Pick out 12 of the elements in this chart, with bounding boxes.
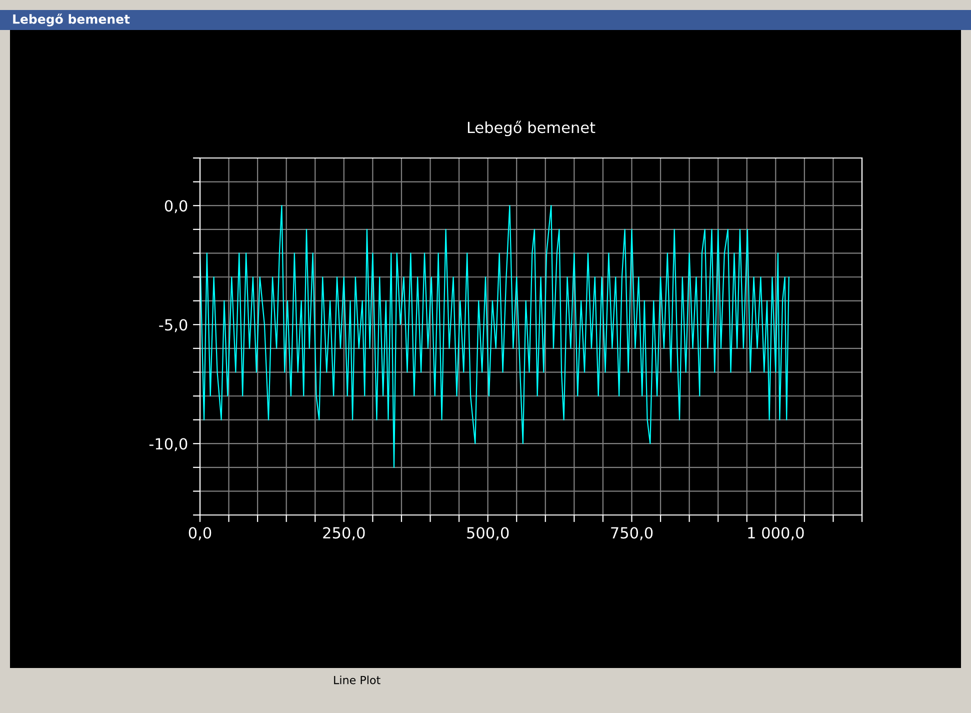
- x-tick-label: 0,0: [188, 527, 212, 540]
- line-series: [200, 205, 790, 468]
- text: Line Plot: [334, 676, 380, 684]
- y-tick-label: 0,0: [164, 200, 188, 214]
- y-tick-label: -5,0: [159, 319, 188, 332]
- chart-title: Lebegő bemenet: [468, 120, 596, 136]
- x-tick-label: 500,0: [467, 527, 509, 540]
- x-tick-label: 750,0: [611, 527, 653, 540]
- x-tick-label: 250,0: [323, 527, 365, 540]
- x-tick-label: 1 000,0: [748, 527, 804, 540]
- y-tick-label: -10,0: [149, 438, 188, 452]
- text: Lebegő bemenet: [13, 14, 130, 26]
